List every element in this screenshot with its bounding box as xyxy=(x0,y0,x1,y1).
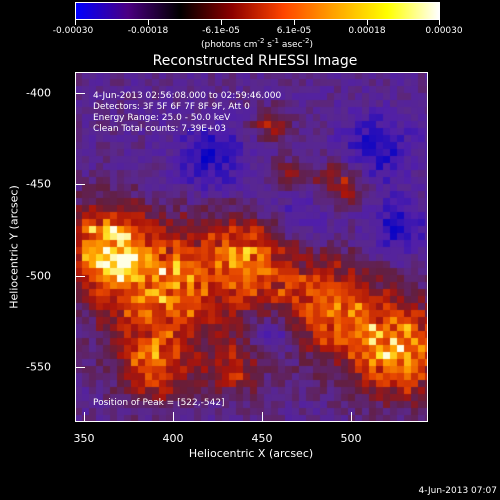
colorbar xyxy=(75,2,440,20)
units-part: s xyxy=(264,40,272,50)
x-tick-label: 350 xyxy=(73,432,95,445)
y-tick-mark xyxy=(75,93,85,94)
info-peak-position: Position of Peak = [522,-542] xyxy=(93,398,225,408)
colorbar-tick xyxy=(148,20,149,25)
y-tick-mark xyxy=(75,276,85,277)
info-energy-range: Energy Range: 25.0 - 50.0 keV xyxy=(93,113,231,123)
y-tick-mark xyxy=(75,184,85,185)
image-plot xyxy=(75,72,428,422)
heatmap-image xyxy=(75,72,428,422)
colorbar-tick-label: -6.1e-05 xyxy=(202,26,240,36)
units-exponent: -1 xyxy=(271,37,279,45)
colorbar-tick-label: -0.00030 xyxy=(52,26,94,36)
y-tick-mark xyxy=(75,367,85,368)
colorbar-tick xyxy=(439,20,440,25)
units-part: asec xyxy=(278,40,303,50)
x-tick-mark xyxy=(84,412,85,422)
colorbar-tick xyxy=(221,20,222,25)
colorbar-tick xyxy=(294,20,295,25)
y-tick-label: -400 xyxy=(26,86,51,100)
units-exponent: -2 xyxy=(302,37,310,45)
colorbar-ticks xyxy=(75,20,440,26)
x-tick-mark xyxy=(173,412,174,422)
colorbar-units: (photons cm-2 s-1 asec-2) xyxy=(201,37,313,50)
colorbar-tick xyxy=(367,20,368,25)
x-axis-label: Heliocentric X (arcsec) xyxy=(188,447,314,460)
y-tick-label: -550 xyxy=(26,360,51,374)
colorbar-tick xyxy=(75,20,76,25)
units-part: (photons cm xyxy=(200,40,258,50)
x-tick-label: 450 xyxy=(251,432,273,445)
colorbar-tick-label: -0.00018 xyxy=(127,26,169,36)
info-time-range: 4-Jun-2013 02:56:08.000 to 02:59:46.000 xyxy=(93,91,282,101)
y-axis-label: Heliocentric Y (arcsec) xyxy=(7,185,21,309)
x-tick-label: 400 xyxy=(162,432,184,445)
x-tick-mark xyxy=(351,412,352,422)
colorbar-tick-label: 6.1e-05 xyxy=(276,26,312,36)
y-tick-label: -500 xyxy=(26,269,51,283)
x-tick-label: 500 xyxy=(340,432,362,445)
units-part: ) xyxy=(309,40,314,50)
info-total-counts: Clean Total counts: 7.39E+03 xyxy=(93,124,226,134)
plot-title: Reconstructed RHESSI Image xyxy=(152,53,358,69)
x-tick-mark xyxy=(262,412,263,422)
units-exponent: -2 xyxy=(257,37,265,45)
y-tick-label: -450 xyxy=(26,177,51,191)
footer-timestamp: 4-Jun-2013 07:07 xyxy=(418,486,498,496)
colorbar-tick-label: 0.00030 xyxy=(425,26,463,36)
info-detectors: Detectors: 3F 5F 6F 7F 8F 9F, Att 0 xyxy=(93,102,250,112)
colorbar-tick-label: 0.00018 xyxy=(348,26,386,36)
